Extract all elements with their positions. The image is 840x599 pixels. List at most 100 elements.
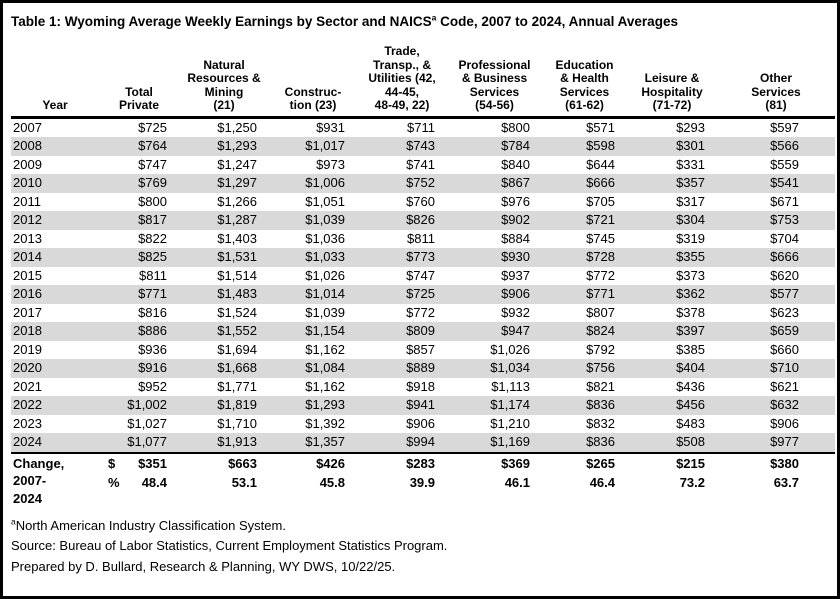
value-cell-leisure-hospitality: $483 xyxy=(676,415,705,431)
value-cell-education-health-services: $644 xyxy=(586,156,615,172)
value-cell-trade-transp-utilities: $743 xyxy=(406,138,435,153)
year-cell: 2016 xyxy=(13,286,42,301)
value-cell-other-services: $541 xyxy=(770,175,799,190)
year-cell: 2010 xyxy=(13,175,42,190)
year-row-2016: 2016 $771 $1,483 $1,014 $725 $906 $771 $362 $577 xyxy=(11,285,835,304)
value-cell-natural-resources-mining: $1,668 xyxy=(217,360,257,375)
value-cell-leisure-hospitality: $378 xyxy=(676,304,705,320)
change-dollar-value: $351 xyxy=(138,455,167,471)
value-cell-natural-resources-mining: $1,247 xyxy=(217,156,257,172)
value-cell-leisure-hospitality: $355 xyxy=(676,249,705,264)
value-cell-education-health-services: $666 xyxy=(586,175,615,190)
value-cell-leisure-hospitality: $456 xyxy=(676,397,705,412)
value-cell-other-services: $566 xyxy=(770,138,799,153)
value-cell-leisure-hospitality: $304 xyxy=(676,212,705,227)
footnote-prepared: Prepared by D. Bullard, Research & Plann… xyxy=(11,558,396,574)
value-cell-total-private: $747 xyxy=(138,156,167,172)
table-header-row: Year Total Private Natural Resources & Mining… xyxy=(11,33,835,117)
value-cell-other-services: $559 xyxy=(770,156,799,172)
value-cell-natural-resources-mining: $1,514 xyxy=(217,267,257,283)
value-cell-other-services: $906 xyxy=(770,415,799,431)
change-percent-cell-leisure-hospitality: 73.2 xyxy=(679,474,705,490)
value-cell-other-services: $632 xyxy=(770,397,799,412)
value-cell-natural-resources-mining: $1,531 xyxy=(217,249,257,264)
value-cell-natural-resources-mining: $1,710 xyxy=(217,415,257,431)
year-cell: 2008 xyxy=(13,138,42,153)
value-cell-professional-business-services: $1,169 xyxy=(490,434,530,449)
change-dollar-cell-leisure-hospitality: $215 xyxy=(676,455,705,471)
value-cell-construction: $1,293 xyxy=(305,397,345,412)
value-cell-trade-transp-utilities: $994 xyxy=(406,434,435,449)
change-section: Change, 2007- 2024 $ $351 $663 $426 $283 $369 $2… xyxy=(11,452,835,506)
year-row-2019: 2019 $936 $1,694 $1,162 $857 $1,026 $792 $385 $6… xyxy=(11,341,835,360)
year-row-2015: 2015 $811 $1,514 $1,026 $747 $937 $772 $373 $620 xyxy=(11,267,835,286)
change-label: Change, 2007- 2024 xyxy=(13,455,65,506)
value-cell-natural-resources-mining: $1,293 xyxy=(217,138,257,153)
change-dollar-cell-trade-transp-utilities: $283 xyxy=(406,455,435,471)
value-cell-construction: $1,039 xyxy=(305,212,345,227)
year-row-2023: 2023 $1,027 $1,710 $1,392 $906 $1,210 $832 $483… xyxy=(11,415,835,434)
value-cell-professional-business-services: $1,034 xyxy=(490,360,530,375)
value-cell-professional-business-services: $1,210 xyxy=(490,415,530,431)
value-cell-trade-transp-utilities: $711 xyxy=(407,119,435,135)
value-cell-trade-transp-utilities: $906 xyxy=(406,415,435,431)
table-body: 2007 $725 $1,250 $931 $711 $800 $571 $293 $597 20… xyxy=(11,117,835,453)
year-cell: 2019 xyxy=(13,341,42,357)
value-cell-professional-business-services: $1,113 xyxy=(491,378,530,394)
year-row-2012: 2012 $817 $1,287 $1,039 $826 $902 $721 $304 $753 xyxy=(11,211,835,230)
year-cell: 2018 xyxy=(13,323,42,338)
title-text: Table 1: Wyoming Average Weekly Earnings… xyxy=(11,14,432,29)
value-cell-total-private: $769 xyxy=(138,175,167,190)
value-cell-total-private: $886 xyxy=(138,323,167,338)
value-cell-professional-business-services: $976 xyxy=(501,193,530,209)
value-cell-professional-business-services: $906 xyxy=(501,286,530,301)
year-cell: 2011 xyxy=(13,193,41,209)
value-cell-construction: $1,162 xyxy=(305,341,345,357)
change-dollar-cell-other-services: $380 xyxy=(770,455,799,471)
value-cell-construction: $1,033 xyxy=(305,249,345,264)
change-percent-cell-education-health-services: 46.4 xyxy=(589,474,615,490)
value-cell-professional-business-services: $902 xyxy=(501,212,530,227)
year-cell: 2023 xyxy=(13,415,42,431)
value-cell-trade-transp-utilities: $811 xyxy=(407,230,435,246)
change-percent-cell-total-private: % 48.4 xyxy=(99,473,179,492)
value-cell-trade-transp-utilities: $889 xyxy=(406,360,435,375)
value-cell-natural-resources-mining: $1,771 xyxy=(217,378,257,394)
value-cell-total-private: $800 xyxy=(138,193,167,209)
value-cell-total-private: $816 xyxy=(138,304,167,320)
value-cell-leisure-hospitality: $319 xyxy=(676,230,705,246)
year-row-2007: 2007 $725 $1,250 $931 $711 $800 $571 $293 $597 xyxy=(11,117,835,137)
value-cell-professional-business-services: $947 xyxy=(501,323,530,338)
value-cell-natural-resources-mining: $1,266 xyxy=(217,193,257,209)
table-header: Year Total Private Natural Resources & Mining… xyxy=(11,33,835,117)
year-row-2009: 2009 $747 $1,247 $973 $741 $840 $644 $331 $559 xyxy=(11,156,835,175)
value-cell-total-private: $1,027 xyxy=(127,415,167,431)
change-dollar-cell-education-health-services: $265 xyxy=(586,455,615,471)
footnote-naics-text: North American Industry Classification S… xyxy=(15,517,286,533)
year-cell: 2009 xyxy=(13,156,42,172)
column-header-total-private: Total Private xyxy=(118,84,160,112)
value-cell-construction: $1,084 xyxy=(305,360,345,375)
value-cell-construction: $973 xyxy=(316,156,345,172)
value-cell-leisure-hospitality: $301 xyxy=(676,138,705,153)
year-row-2008: 2008 $764 $1,293 $1,017 $743 $784 $598 $301 $566 xyxy=(11,137,835,156)
value-cell-total-private: $764 xyxy=(138,138,167,153)
value-cell-education-health-services: $598 xyxy=(586,138,615,153)
year-row-2013: 2013 $822 $1,403 $1,036 $811 $884 $745 $319 $704 xyxy=(11,230,835,249)
value-cell-total-private: $725 xyxy=(138,119,167,135)
value-cell-construction: $1,154 xyxy=(305,323,345,338)
value-cell-other-services: $660 xyxy=(770,341,799,357)
year-cell: 2017 xyxy=(13,304,42,320)
footnotes: aNorth American Industry Classification … xyxy=(11,516,830,578)
value-cell-leisure-hospitality: $436 xyxy=(676,378,705,394)
value-cell-natural-resources-mining: $1,694 xyxy=(217,341,257,357)
change-dollar-cell-construction: $426 xyxy=(316,455,345,471)
column-header-education-health-services: Education & Health Services (61-62) xyxy=(555,57,614,112)
value-cell-natural-resources-mining: $1,297 xyxy=(217,175,257,190)
value-cell-education-health-services: $832 xyxy=(586,415,615,431)
value-cell-total-private: $1,077 xyxy=(127,434,167,449)
value-cell-construction: $1,036 xyxy=(305,230,345,246)
value-cell-education-health-services: $705 xyxy=(586,193,615,209)
change-dollar-cell-natural-resources-mining: $663 xyxy=(228,455,257,471)
value-cell-construction: $1,026 xyxy=(305,267,345,283)
